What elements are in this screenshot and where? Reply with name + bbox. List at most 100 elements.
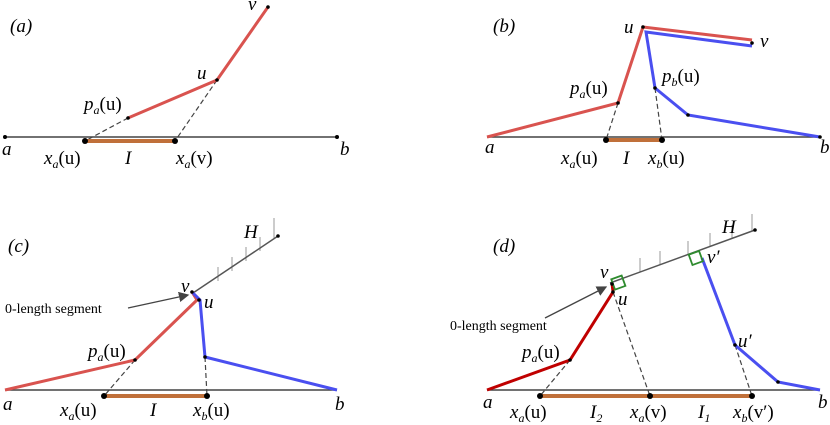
point-label: b: [820, 137, 830, 158]
label-main: b: [335, 394, 345, 415]
annotation: 0-length segment: [450, 319, 547, 334]
label-rest: (v′): [747, 402, 773, 423]
label-sub: a: [580, 87, 586, 101]
point-label: xa(v): [175, 148, 213, 171]
label-sub: 2: [596, 411, 602, 425]
label-sub: a: [68, 409, 74, 423]
label-main: b: [340, 139, 350, 160]
label-main: u: [197, 63, 207, 84]
label-main: a: [485, 137, 495, 158]
point-label: v: [181, 276, 190, 297]
label-main: u: [204, 292, 214, 313]
label-main: v: [181, 276, 190, 297]
label-main: H: [243, 222, 259, 243]
point-label: pa(u): [86, 341, 126, 364]
label-sub: a: [184, 157, 190, 171]
point-label: v: [600, 262, 609, 283]
label-main: I: [697, 402, 706, 423]
label-main: I: [622, 148, 631, 169]
label-sub: a: [52, 157, 58, 171]
label-rest: (u): [58, 148, 80, 169]
label-rest: (u): [100, 94, 122, 115]
label-rest: (u): [524, 402, 546, 423]
point-label: v: [760, 31, 769, 52]
label-rest: (v): [644, 402, 666, 423]
point-label: xa(u): [59, 400, 97, 423]
label-rest: (u): [538, 342, 560, 363]
panel-tag: (d): [493, 236, 515, 257]
point-label: xa(u): [509, 402, 547, 425]
panel-tag: (c): [8, 236, 29, 257]
label-main: x: [732, 402, 742, 423]
point-label: xa(v): [629, 402, 667, 425]
point-label: u: [204, 292, 214, 313]
panel-a: [3, 5, 339, 144]
label-main: b: [818, 392, 828, 413]
label-sub: a: [532, 351, 538, 365]
label-main: x: [560, 148, 570, 169]
panel-d: [486, 214, 821, 399]
label-main: u: [624, 17, 634, 38]
point-label: H: [243, 222, 259, 243]
point-label: v: [248, 0, 257, 15]
point-label: xb(u): [192, 400, 230, 423]
panel-tag: (a): [10, 16, 32, 37]
label-main: a: [2, 139, 12, 160]
point-label: xb(v′): [732, 402, 774, 425]
label-main: a: [3, 394, 13, 415]
label-main: x: [647, 148, 657, 169]
point-label: H: [721, 217, 737, 238]
label-rest: (u): [586, 78, 608, 99]
label-sub: b: [656, 157, 662, 171]
label-rest: (u): [662, 148, 684, 169]
label-sub: b: [741, 411, 747, 425]
label-main: p: [82, 94, 94, 115]
label-main: b: [820, 137, 830, 158]
label-main: x: [509, 402, 519, 423]
label-main: u: [618, 289, 628, 310]
point-label: b: [340, 139, 350, 160]
point-label: v′: [707, 247, 720, 268]
label-main: p: [86, 341, 98, 362]
label-sub: b: [672, 75, 678, 89]
label-main: p: [660, 66, 672, 87]
label-rest: (v): [190, 148, 212, 169]
point-label: xb(u): [647, 148, 685, 171]
point-label: I1: [697, 402, 710, 425]
point-label: pa(u): [82, 94, 122, 117]
label-sub: b: [201, 409, 207, 423]
panel-tag: (b): [493, 16, 515, 37]
point-label: pb(u): [660, 66, 700, 89]
label-main: I: [124, 148, 133, 169]
label-sub: a: [94, 103, 100, 117]
point-label: b: [818, 392, 828, 413]
label-rest: (u): [678, 66, 700, 87]
label-main: v: [600, 262, 609, 283]
annotation: 0-length segment: [5, 302, 102, 317]
point-label: b: [335, 394, 345, 415]
point-label: I: [149, 400, 158, 421]
point-label: I2: [589, 402, 602, 425]
point-label: u: [624, 17, 634, 38]
label-main: x: [192, 400, 202, 421]
point-label: u′: [738, 331, 753, 352]
label-sub: a: [638, 411, 644, 425]
label-main: I: [589, 402, 598, 423]
point-label: u: [618, 289, 628, 310]
point-label: pa(u): [520, 342, 560, 365]
label-sub: a: [98, 350, 104, 364]
panel-b: [486, 25, 822, 143]
point-label: I: [124, 148, 133, 169]
label-main: p: [520, 342, 532, 363]
label-main: x: [43, 148, 53, 169]
point-label: a: [2, 139, 12, 160]
label-main: x: [629, 402, 639, 423]
label-main: v′: [707, 247, 720, 268]
point-label: I: [622, 148, 631, 169]
label-main: a: [483, 392, 493, 413]
label-main: x: [59, 400, 69, 421]
label-rest: (u): [104, 341, 126, 362]
label-rest: (u): [207, 400, 229, 421]
label-sub: 1: [704, 411, 710, 425]
